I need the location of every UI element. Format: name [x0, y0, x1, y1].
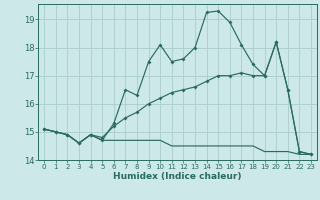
X-axis label: Humidex (Indice chaleur): Humidex (Indice chaleur) [113, 172, 242, 181]
